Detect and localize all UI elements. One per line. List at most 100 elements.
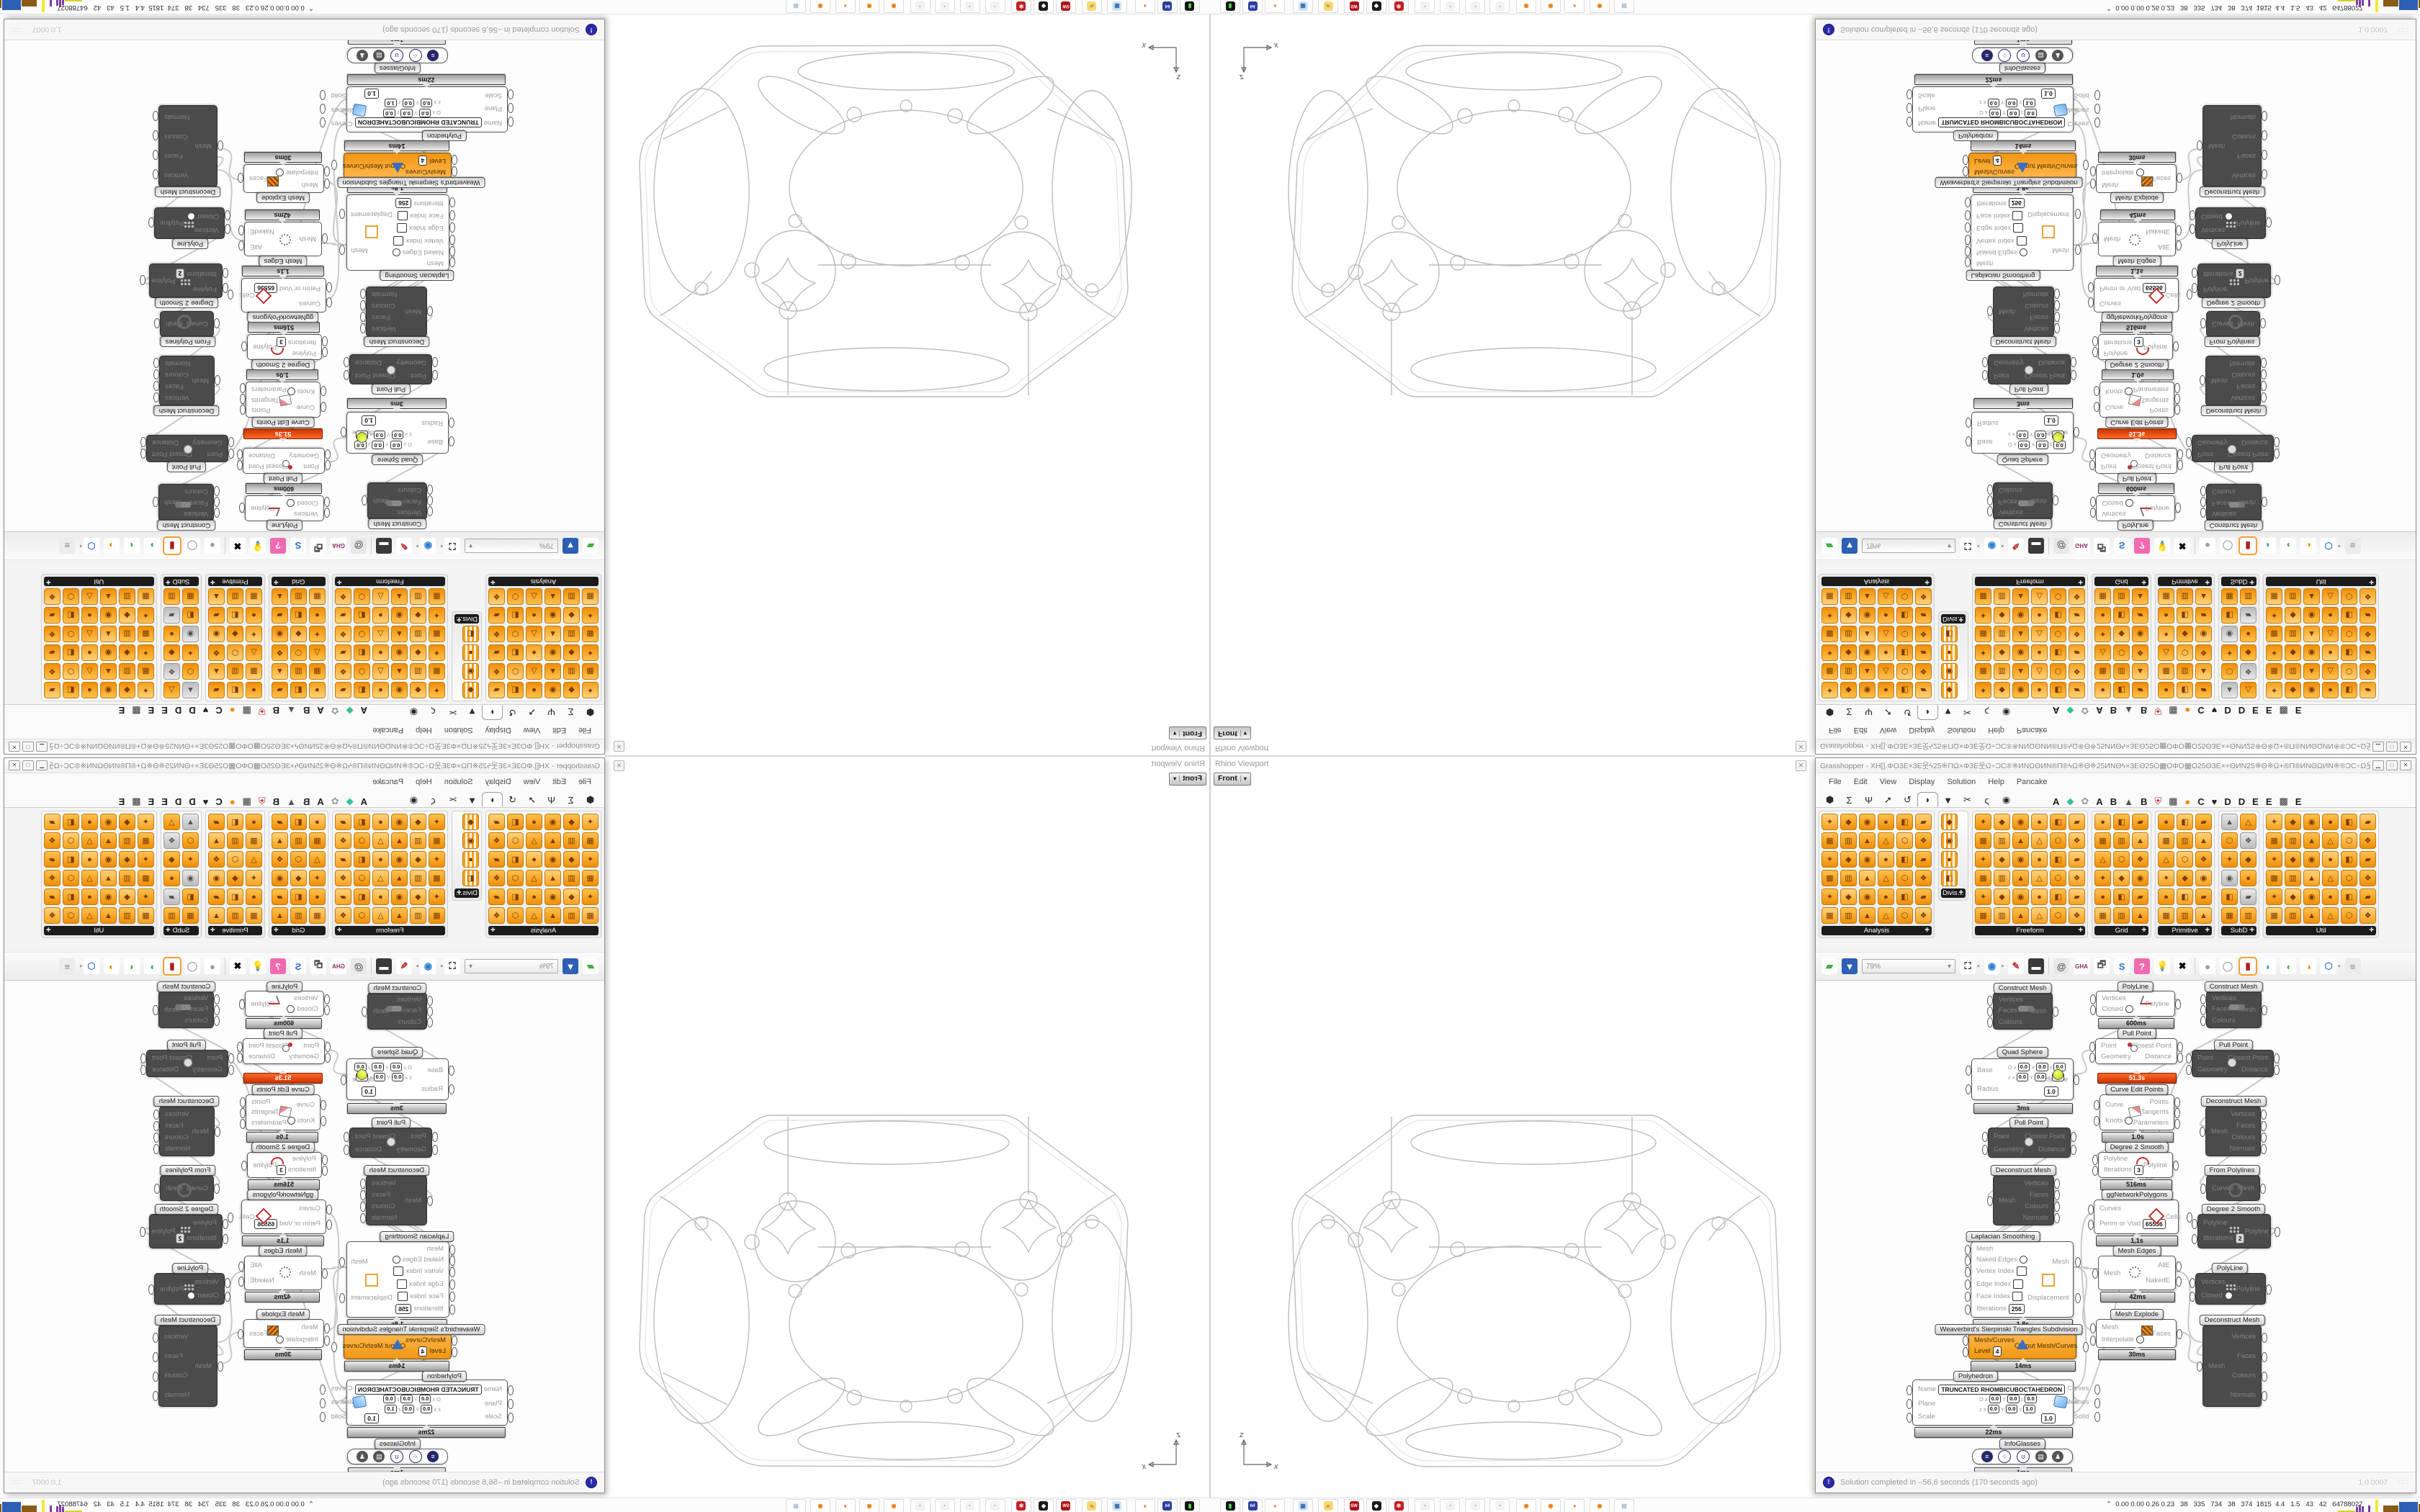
output-param[interactable]: Mesh [2239, 1005, 2268, 1015]
ribbon-component-icon[interactable]: ● [81, 851, 98, 868]
ribbon-component-icon[interactable]: △ [81, 832, 98, 849]
component-nameplate[interactable]: Construct Mesh [2204, 520, 2263, 531]
input-param[interactable]: Closed [2201, 212, 2233, 220]
search-icon[interactable]: S [290, 958, 306, 974]
plugin-tab-10[interactable]: C [215, 796, 223, 807]
maximize-button[interactable]: □ [22, 760, 34, 770]
input-param[interactable]: Level 4 [1974, 156, 2002, 166]
param-value-box[interactable]: 2 [2235, 1233, 2245, 1243]
vec-value-box[interactable]: 0.0 [372, 441, 384, 449]
ribbon-component-icon[interactable]: ▦ [1821, 663, 1838, 680]
component-nameplate[interactable]: From Polylines [160, 1165, 216, 1176]
plugin-tab-1[interactable]: ◆ [2066, 796, 2074, 806]
infoglasses-widget[interactable]: ≡ ⁘ ʊ ▤ ♟ [1972, 1449, 2073, 1464]
component-nameplate[interactable]: Pull Point [2117, 473, 2157, 484]
ribbon-component-icon[interactable]: ✦ [2266, 682, 2283, 698]
blender-icon[interactable]: ◉ [1590, 0, 1610, 13]
ribbon-component-icon[interactable]: ✦ [2266, 851, 2283, 868]
ribbon-component-icon[interactable]: ▰ [2069, 682, 2086, 698]
ribbon-component-icon[interactable]: ● [1878, 814, 1894, 830]
ribbon-component-icon[interactable]: ◆ [290, 870, 307, 886]
ribbon-component-icon[interactable]: ▰ [2069, 814, 2086, 830]
ribbon-component-icon[interactable]: ◆ [1994, 607, 2011, 624]
gh-component-degree-2-smooth[interactable]: Polyline Iterations 3 Polyline [247, 334, 322, 360]
output-param[interactable]: Mesh [164, 499, 181, 507]
ribbon-component-icon[interactable]: ◆ [118, 851, 135, 868]
ribbon-component-icon[interactable]: ▲ [99, 870, 117, 886]
ribbon-component-icon[interactable]: △ [163, 682, 180, 698]
ribbon-component-icon[interactable]: ◧ [1896, 888, 1913, 905]
tab-maths[interactable]: Σ [1846, 706, 1852, 717]
ribbon-component-icon[interactable]: ◆ [1840, 644, 1857, 661]
paint-icon[interactable]: ◔ [1489, 1499, 1510, 1512]
ribbon-component-icon[interactable]: ◧ [62, 851, 79, 868]
ribbon-component-icon[interactable]: ▦ [182, 907, 199, 924]
output-param[interactable]: Cells [239, 292, 254, 300]
output-param[interactable]: Curves [331, 1385, 353, 1392]
ribbon-component-icon[interactable]: ▦ [2158, 663, 2175, 680]
ribbon-component-icon[interactable]: ▰ [488, 644, 505, 661]
save-file-icon[interactable]: ▼ [563, 538, 578, 554]
gh-component-mesh-edges[interactable]: Mesh AllE NakedE [244, 222, 322, 256]
resize-grip-icon[interactable]: ∷∷ [12, 1478, 22, 1487]
gh-component-mesh-explode[interactable]: Mesh Interpolate Faces [2089, 1319, 2182, 1348]
plugin-tab-9[interactable]: ● [2184, 796, 2191, 807]
component-nameplate[interactable]: PolyLine [2117, 981, 2154, 992]
vec-value-box[interactable]: 0.0 [420, 1405, 433, 1413]
zoom-level-combo[interactable]: 79% ▾ [1862, 959, 1955, 973]
output-param[interactable]: Faces [2237, 1351, 2267, 1362]
gh-component-ggnetworkpolygons[interactable]: Curves Perim or Void 65536 Cells [239, 278, 326, 312]
ribbon-component-icon[interactable]: ⬡ [2113, 851, 2130, 868]
gh-component-laplacian-smoothing[interactable]: Mesh Naked Edges Vertex Index Edge Index Fac… [1971, 194, 2074, 271]
param-value-box[interactable]: 256 [2008, 198, 2025, 209]
component-nameplate[interactable]: Pull Point [371, 384, 411, 395]
ribbon-component-icon[interactable]: ▲ [2303, 588, 2321, 605]
input-param[interactable]: Naked Edges [392, 1256, 444, 1264]
ribbon-component-icon[interactable]: ◆ [1994, 814, 2011, 830]
ribbon-component-icon[interactable]: ▲ [390, 832, 408, 849]
toggle-circle[interactable] [2136, 1336, 2144, 1344]
close-button[interactable]: ✕ [2400, 760, 2411, 770]
ribbon-component-icon[interactable]: ● [372, 607, 389, 624]
tab-surface[interactable]: ◗ [1917, 705, 1938, 720]
tab-display[interactable]: ◉ [409, 707, 418, 718]
ribbon-component-icon[interactable]: ❖ [1915, 626, 1932, 642]
ribbon-component-icon[interactable]: ◧ [353, 607, 370, 624]
menu-item-solution[interactable]: Solution [1947, 726, 1976, 734]
ribbon-group-label[interactable]: Freeform ✚ [1975, 926, 2086, 935]
input-param[interactable]: Base [427, 438, 443, 446]
gh-component-pull-point[interactable]: Point Geometry Closest Point Distance [243, 448, 325, 474]
input-param[interactable]: Curves [2200, 1184, 2233, 1194]
ribbon-group-label[interactable]: Grid ✚ [2094, 577, 2149, 586]
ribbon-component-icon[interactable]: ▲ [544, 870, 561, 886]
email-icon[interactable]: @ [2053, 538, 2070, 554]
output-param[interactable]: Colours [164, 1372, 188, 1380]
paint-icon[interactable]: ◔ [1465, 0, 1485, 13]
ribbon-component-icon[interactable]: ● [308, 888, 326, 905]
input-param[interactable]: Itterations 256 [1965, 1303, 2025, 1315]
ribbon-component-icon[interactable]: ▰ [207, 607, 225, 624]
ribbon-component-icon[interactable]: ▲ [271, 832, 288, 849]
sketch-pen-icon[interactable]: ✎ [2008, 958, 2025, 974]
ribbon-component-icon[interactable]: ❖ [2069, 626, 2086, 642]
param-value-box[interactable]: 1.0 [364, 1413, 379, 1423]
inkscape-icon[interactable]: ◆ [1366, 0, 1386, 13]
plugin-tab-3[interactable]: A [2096, 705, 2103, 716]
ribbon-component-icon[interactable]: ▥ [1840, 832, 1857, 849]
ribbon-component-icon[interactable]: ◉ [1941, 832, 1958, 849]
ribbon-component-icon[interactable]: △ [245, 851, 262, 868]
input-param[interactable]: Itterations 256 [1976, 198, 2025, 209]
ribbon-group-label[interactable]: Primitive ✚ [2158, 926, 2213, 935]
bulb-icon[interactable]: 💡 [249, 958, 266, 974]
ribbon-component-icon[interactable]: ▰ [2360, 682, 2377, 698]
ribbon-component-icon[interactable]: ▥ [2177, 588, 2194, 605]
output-param[interactable]: AllE [2158, 1261, 2182, 1272]
menu-item-help[interactable]: Help [1988, 726, 2004, 734]
output-param[interactable]: Mesh [373, 1007, 390, 1015]
gh-component-pull-point[interactable]: Point Geometry Closest Point Distance [146, 1050, 228, 1077]
ribbon-component-icon[interactable]: ◧ [353, 644, 370, 661]
component-nameplate[interactable]: Pull Point [371, 1117, 411, 1128]
ribbon-component-icon[interactable]: △ [372, 832, 389, 849]
maximize-button[interactable]: □ [2386, 760, 2398, 770]
tab-curve[interactable]: ↺ [1904, 707, 1912, 718]
